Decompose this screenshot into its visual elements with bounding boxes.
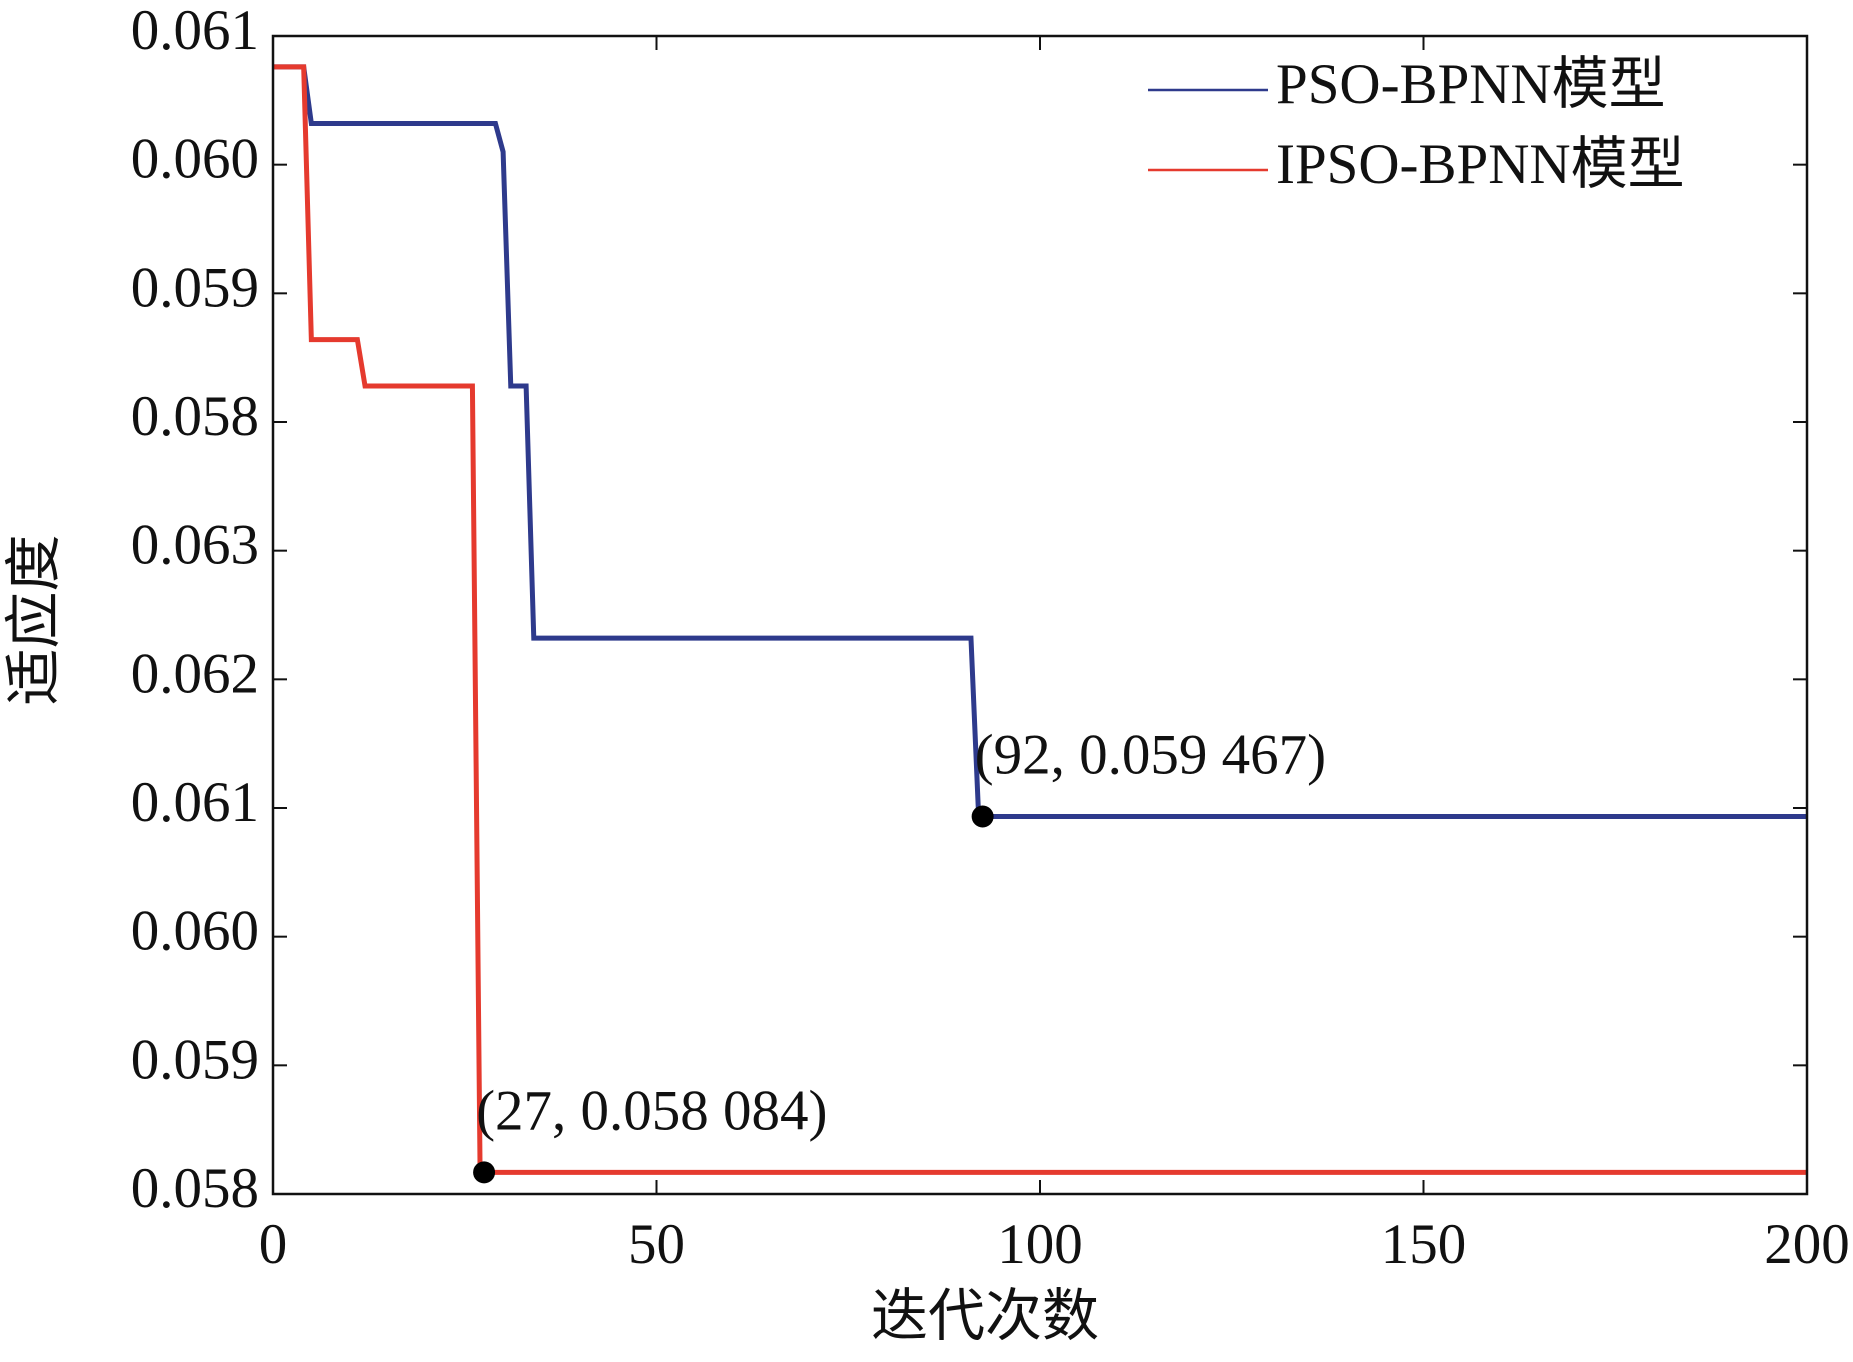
- x-tick-label: 0: [259, 1213, 288, 1276]
- annotation-point: [473, 1161, 496, 1184]
- x-tick-label: 100: [997, 1213, 1083, 1276]
- plot-frame: [271, 34, 1809, 1196]
- x-tick-label: 200: [1764, 1213, 1850, 1276]
- y-tick-label: 0.060: [131, 900, 259, 963]
- y-tick-label: 0.062: [131, 642, 259, 705]
- y-tick-label: 0.061: [131, 771, 259, 834]
- annotation-label: (27, 0.058 084): [476, 1079, 827, 1142]
- x-tick-label: 150: [1381, 1213, 1467, 1276]
- y-tick-label: 0.059: [131, 256, 259, 319]
- x-axis-label: 迭代次数: [871, 1285, 1099, 1348]
- y-tick-label: 0.061: [131, 0, 259, 62]
- y-tick-label: 0.059: [131, 1028, 259, 1091]
- x-tick-label: 50: [628, 1213, 685, 1276]
- legend-label: IPSO-BPNN模型: [1276, 133, 1685, 196]
- line: [273, 64, 1807, 1175]
- annotation-point: [971, 805, 994, 828]
- y-tick-label: 0.058: [131, 1157, 259, 1220]
- y-axis-label: 适应度: [3, 535, 66, 706]
- line: [273, 64, 1807, 819]
- y-tick-label: 0.060: [131, 128, 259, 191]
- legend-label: PSO-BPNN模型: [1276, 53, 1666, 116]
- y-tick-label: 0.063: [131, 514, 259, 577]
- y-tick-label: 0.058: [131, 385, 259, 448]
- annotation-label: (92, 0.059 467): [975, 724, 1326, 787]
